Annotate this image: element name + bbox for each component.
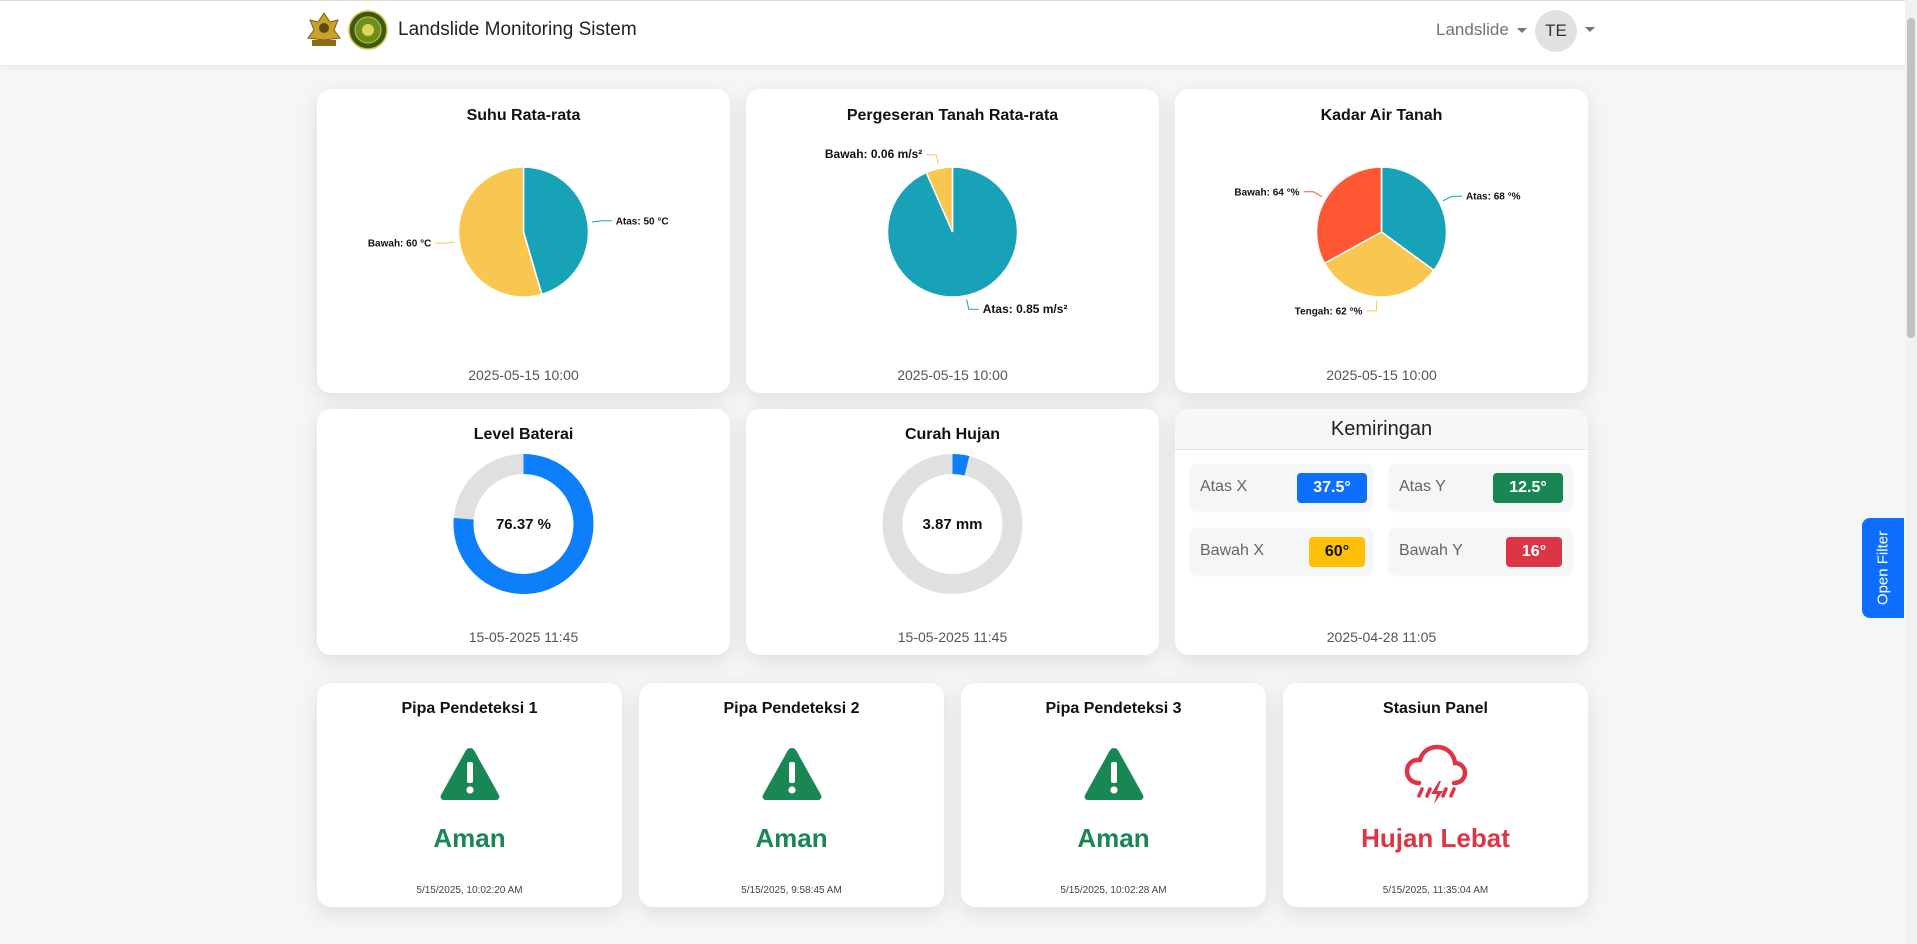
station-timestamp: 5/15/2025, 11:35:04 AM <box>1382 885 1489 896</box>
moisture-card: Kadar Air Tanah Atas: 68 °% Tengah: 62 °%… <box>1175 89 1588 393</box>
pie-slice <box>1323 231 1436 298</box>
rainfall-gauge-fill <box>882 454 1023 594</box>
battery-title: Level Baterai <box>473 426 574 443</box>
brand[interactable]: Landslide Monitoring Sistem <box>304 10 637 50</box>
battery-gauge-fill <box>453 454 594 594</box>
station-panel-card: Stasiun Panel Hujan Lebat 5/15/2025, 11:… <box>1283 683 1588 907</box>
warning-triangle-icon <box>1084 748 1144 800</box>
emblem-logo-icon <box>307 12 341 46</box>
rainfall-title: Curah Hujan <box>904 426 1001 443</box>
displacement-card: Pergeseran Tanah Rata-rata Atas: 0.85 m/… <box>746 89 1159 393</box>
warning-triangle-icon <box>440 748 500 800</box>
temperature-pie-chart: Atas: 50 °C Bawah: 60 °C <box>368 166 669 298</box>
temperature-title: Suhu Rata-rata <box>466 107 581 124</box>
rainfall-value: 3.87 mm <box>922 516 982 533</box>
pie-slice-label: Bawah: 0.06 m/s² <box>825 147 922 161</box>
displacement-timestamp: 2025-05-15 10:00 <box>897 367 1008 383</box>
pie-leader-line <box>926 154 939 165</box>
pie-slice <box>1380 166 1448 272</box>
pie-slice-label: Atas: 50 °C <box>616 216 669 227</box>
displacement-title: Pergeseran Tanah Rata-rata <box>846 107 1059 124</box>
pie-slice-label: Bawah: 64 °% <box>1234 187 1299 198</box>
university-seal-icon <box>348 10 388 50</box>
pie-leader-line <box>966 299 979 310</box>
detector-timestamp: 5/15/2025, 10:02:28 AM <box>1060 885 1167 896</box>
moisture-title: Kadar Air Tanah <box>1320 107 1443 124</box>
station-status: Hujan Lebat <box>1361 823 1510 853</box>
tilt-label: Bawah X <box>1200 542 1265 559</box>
open-filter-button[interactable]: Open Filter <box>1862 518 1904 618</box>
detector-title: Pipa Pendeteksi 2 <box>723 700 860 717</box>
app-title: Landslide Monitoring Sistem <box>398 19 637 40</box>
pie-slice <box>457 166 543 298</box>
battery-timestamp: 15-05-2025 11:45 <box>468 629 579 645</box>
battery-gauge: 76.37 % <box>453 454 594 594</box>
detector-timestamp: 5/15/2025, 9:58:45 AM <box>741 885 842 896</box>
battery-value: 76.37 % <box>496 516 551 533</box>
open-filter-label: Open Filter <box>1874 530 1892 606</box>
pie-slice-label: Bawah: 60 °C <box>368 239 431 250</box>
station-title: Stasiun Panel <box>1383 700 1488 717</box>
pie-slice-label: Tengah: 62 °% <box>1295 306 1363 317</box>
tilt-item-atas-x: Atas X 37.5° <box>1190 464 1373 510</box>
detector-status: Aman <box>755 823 828 853</box>
tilt-card: Kemiringan Atas X 37.5° Atas Y 12.5° Baw… <box>1175 409 1588 655</box>
rainfall-gauge: 3.87 mm <box>882 454 1023 594</box>
pie-slice-label: Atas: 0.85 m/s² <box>983 302 1068 316</box>
page-scrollbar[interactable] <box>1905 0 1917 944</box>
scrollbar-thumb[interactable] <box>1907 18 1915 338</box>
battery-card: Level Baterai 76.37 % 15-05-2025 11:45 <box>317 409 730 655</box>
detector-card-3: Pipa Pendeteksi 3 Aman 5/15/2025, 10:02:… <box>961 683 1266 907</box>
detector-card-1: Pipa Pendeteksi 1 Aman 5/15/2025, 10:02:… <box>317 683 622 907</box>
user-avatar[interactable]: TE <box>1535 10 1577 52</box>
rainfall-timestamp: 15-05-2025 11:45 <box>897 629 1008 645</box>
tilt-item-atas-y: Atas Y 12.5° <box>1389 464 1572 510</box>
detector-status: Aman <box>1077 823 1150 853</box>
landslide-dropdown[interactable]: Landslide <box>1436 20 1527 40</box>
storm-cloud-icon <box>1404 744 1468 804</box>
detector-status: Aman <box>433 823 506 853</box>
user-menu-chevron-down-icon[interactable] <box>1585 27 1595 32</box>
navbar: Landslide Monitoring Sistem Landslide TE <box>0 0 1917 65</box>
pie-slice <box>522 166 590 296</box>
temperature-timestamp: 2025-05-15 10:00 <box>468 367 579 383</box>
pie-slice <box>886 166 1019 298</box>
tilt-title: Kemiringan <box>1175 409 1588 450</box>
tilt-label: Atas Y <box>1399 478 1446 495</box>
pie-slice <box>925 166 954 233</box>
landslide-dropdown-label: Landslide <box>1436 20 1509 39</box>
tilt-badge: 16° <box>1506 537 1562 567</box>
detector-timestamp: 5/15/2025, 10:02:20 AM <box>416 885 523 896</box>
pie-leader-line <box>435 241 456 244</box>
moisture-pie-chart: Atas: 68 °% Tengah: 62 °% Bawah: 64 °% <box>1234 166 1521 317</box>
pie-leader-line <box>591 220 612 223</box>
tilt-label: Bawah Y <box>1399 542 1463 559</box>
displacement-pie-chart: Atas: 0.85 m/s² Bawah: 0.06 m/s² <box>825 147 1068 316</box>
moisture-timestamp: 2025-05-15 10:00 <box>1326 367 1437 383</box>
chevron-down-icon <box>1516 27 1527 33</box>
rainfall-card: Curah Hujan 3.87 mm 15-05-2025 11:45 <box>746 409 1159 655</box>
detector-title: Pipa Pendeteksi 1 <box>401 700 538 717</box>
pie-leader-line <box>1366 300 1378 312</box>
temperature-card: Suhu Rata-rata Atas: 50 °C Bawah: 60 °C 2… <box>317 89 730 393</box>
pie-slice-label: Atas: 68 °% <box>1466 192 1521 203</box>
detector-card-2: Pipa Pendeteksi 2 Aman 5/15/2025, 9:58:4… <box>639 683 944 907</box>
warning-triangle-icon <box>762 748 822 800</box>
tilt-badge: 60° <box>1309 537 1365 567</box>
pie-slice <box>1315 166 1383 265</box>
pie-leader-line <box>1442 195 1462 202</box>
avatar-initials: TE <box>1545 21 1567 40</box>
tilt-badge: 37.5° <box>1297 473 1367 503</box>
pie-leader-line <box>1303 191 1323 198</box>
tilt-timestamp: 2025-04-28 11:05 <box>1326 629 1437 645</box>
tilt-label: Atas X <box>1200 478 1248 495</box>
tilt-badge: 12.5° <box>1493 473 1563 503</box>
detector-title: Pipa Pendeteksi 3 <box>1045 700 1182 717</box>
tilt-item-bawah-x: Bawah X 60° <box>1190 528 1373 574</box>
tilt-item-bawah-y: Bawah Y 16° <box>1389 528 1572 574</box>
